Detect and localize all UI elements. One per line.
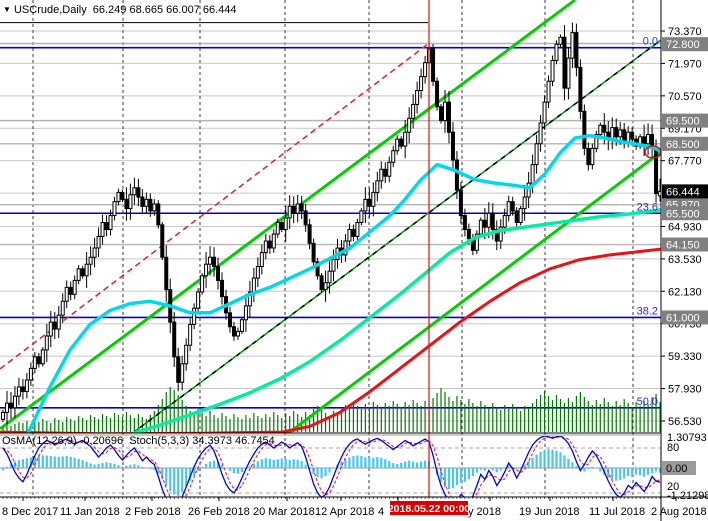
price-level-box — [662, 237, 708, 252]
date-label: 20 Mar 2018 — [253, 506, 315, 518]
price-level-box-label: 65.500 — [666, 208, 700, 220]
price-level-box — [662, 136, 708, 151]
trendline-channel-upper-green[interactable] — [0, 0, 576, 431]
price-label: 64.930 — [668, 221, 702, 233]
main-chart-area[interactable]: 0.0 23.6 38.2 50.0 — [0, 0, 662, 434]
price-label: 73.370 — [668, 26, 702, 38]
ohlc-high: 68.665 — [129, 4, 164, 16]
price-level-box-label: 64.150 — [666, 240, 700, 252]
ohlc-low: 66.007 — [166, 4, 200, 16]
sub-axis-80-label: 80 — [667, 442, 679, 454]
date-label: 2 Feb 2018 — [125, 506, 181, 518]
fib-label-0.0: 0.0 — [643, 36, 658, 48]
date-label: 26 Feb 2018 — [188, 506, 250, 518]
time-axis-bg[interactable] — [0, 498, 708, 521]
sub-zero-label: 0.00 — [666, 463, 687, 475]
collapse-indicator-icon[interactable]: ▼ — [3, 5, 11, 14]
date-label: 4 — [378, 506, 384, 518]
date-label: 11 Jul 2018 — [589, 506, 645, 518]
volume-bars — [2, 387, 661, 432]
price-label: 56.530 — [668, 416, 702, 428]
stoch-main-value: 34.3973 — [192, 435, 232, 447]
trendline-support-dashed-green[interactable] — [131, 39, 661, 433]
ellipse-marker[interactable] — [644, 145, 661, 159]
chart-title: ▼ USCrude,Daily 66.249 68.665 66.007 66.4… — [3, 4, 237, 16]
price-label: 63.530 — [668, 254, 702, 266]
symbol-period-label: USCrude,Daily — [13, 4, 87, 16]
ohlc-open: 66.249 — [92, 4, 127, 16]
price-level-box-label: 68.500 — [666, 139, 700, 151]
fib-label-50.0: 50.0 — [637, 396, 658, 408]
stoch-main-line — [2, 436, 661, 497]
price-label: 70.570 — [668, 91, 702, 103]
ma-fast-line — [26, 133, 661, 433]
osma-name: OsMA(12,26,9) — [2, 435, 77, 447]
ohlc-close: 66.444 — [202, 4, 237, 16]
ma-mid-line — [132, 208, 661, 433]
stoch-name: Stoch(5,3,3) — [129, 435, 190, 447]
date-label: y 2018 — [468, 506, 501, 518]
time-cursor-label: 2018.05.22 00:00 — [388, 503, 470, 515]
sub-axis-max-label: 1.30793 — [667, 432, 707, 444]
sub-axis-20-label: 20 — [667, 481, 679, 493]
indicator-window-label: OsMA(12,26,9) -0.20696 Stoch(5,3,3) 34.3… — [2, 435, 275, 447]
price-level-box-label: 61.000 — [666, 312, 700, 324]
sub-zero-box — [662, 461, 696, 475]
trendline-channel-lower-green[interactable] — [287, 150, 661, 434]
price-level-box-label: 72.800 — [666, 39, 700, 51]
date-label: 19 Jun 2018 — [519, 506, 580, 518]
fibonacci-levels[interactable] — [0, 46, 661, 409]
price-level-box — [662, 310, 708, 325]
price-label: 67.770 — [668, 156, 702, 168]
date-label: 11 Jan 2018 — [60, 506, 120, 518]
date-label: 12 Apr 2018 — [315, 506, 374, 518]
current-price-box — [662, 184, 708, 199]
price-level-box — [662, 206, 708, 221]
stoch-signal-value: 46.7454 — [235, 435, 275, 447]
price-label: 71.970 — [668, 58, 702, 70]
support-resistance-lines[interactable] — [0, 42, 661, 246]
date-label: 8 Dec 2017 — [2, 506, 58, 518]
sub-axis-min-label: -1.21298 — [667, 490, 708, 502]
current-price-label: 66.444 — [666, 186, 700, 198]
price-label: 59.330 — [668, 351, 702, 363]
price-label: 57.930 — [668, 384, 702, 396]
fib-label-38.2: 38.2 — [637, 305, 658, 317]
date-label: 2 Aug 2018 — [651, 506, 707, 518]
price-level-box — [662, 37, 708, 52]
price-level-box — [662, 113, 708, 128]
time-axis[interactable]: 8 Dec 2017 11 Jan 2018 2 Feb 2018 26 Feb 20… — [2, 497, 707, 518]
price-label: 62.130 — [668, 286, 702, 298]
osma-value: -0.20696 — [79, 435, 124, 447]
fib-label-23.6: 23.6 — [637, 201, 658, 213]
time-cursor-box — [390, 501, 468, 515]
price-level-box-label: 69.500 — [666, 116, 700, 128]
osma-histogram — [1, 449, 661, 496]
indicator-panel[interactable] — [0, 436, 661, 505]
